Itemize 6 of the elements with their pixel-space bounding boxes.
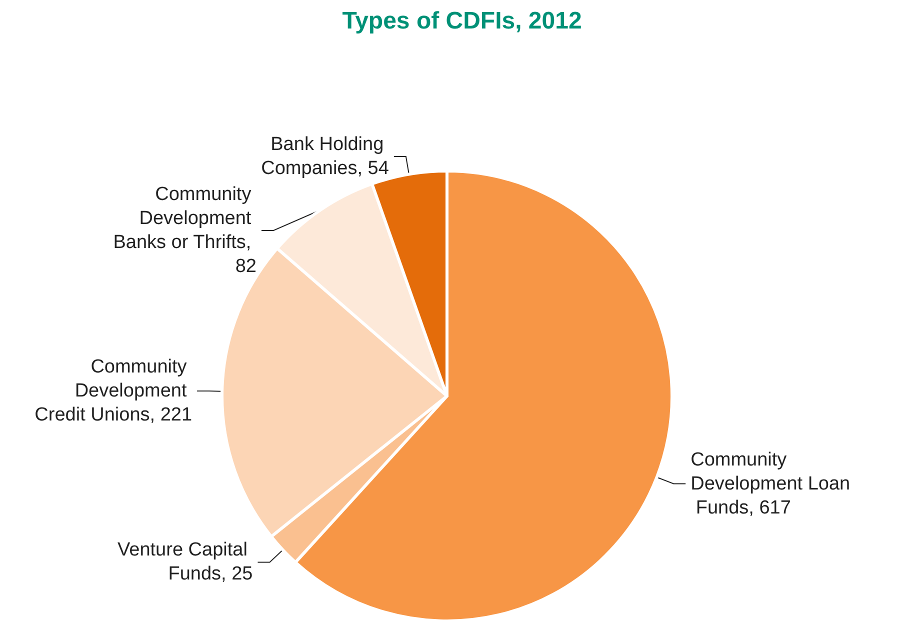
slice-label: Community Development Credit Unions, 221 [34, 356, 192, 426]
slice-label: Community Development Banks or Thrifts, 82 [113, 184, 256, 277]
chart-title: Types of CDFIs, 2012 [342, 8, 582, 34]
slice-label: Community Development Loan Funds, 617 [690, 449, 850, 518]
slice-label: Venture Capital Funds, 25 [118, 540, 253, 585]
slice-label: Bank Holding Companies, 54 [261, 134, 390, 179]
